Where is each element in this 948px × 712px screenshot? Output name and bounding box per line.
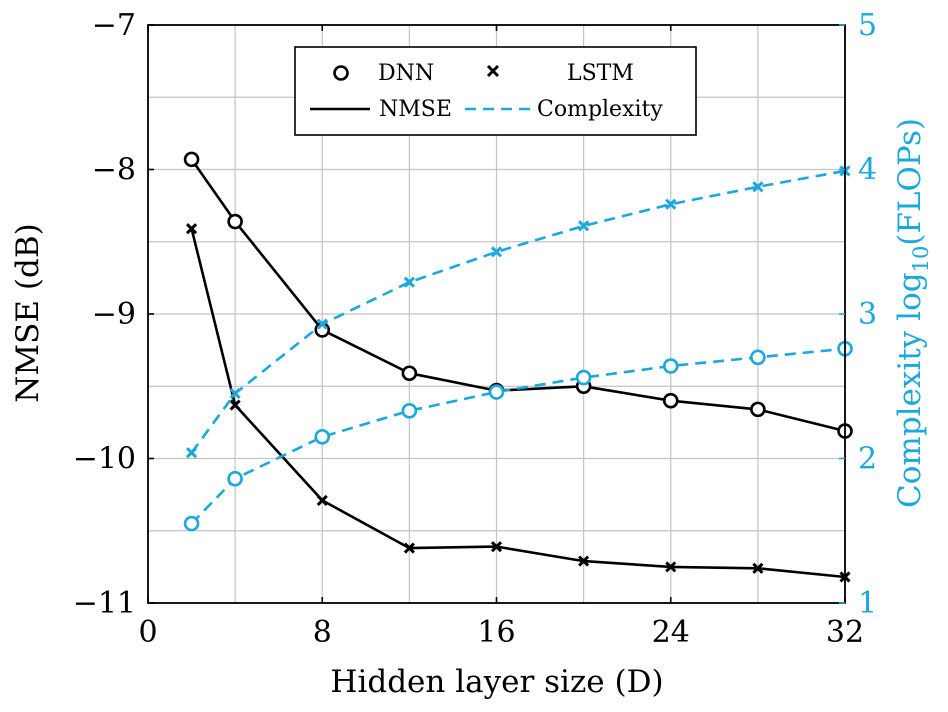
data-point-dnn-nmse [750,401,766,418]
data-point-lstm-nmse [186,223,198,235]
legend-dnn-marker [333,65,349,81]
legend: DNN LSTM NMSE Complexity [294,46,697,136]
data-point-lstm-nmse [665,561,677,573]
data-point-lstm-complexity [490,246,503,258]
legend-box [294,46,697,136]
series-layer [183,151,853,583]
x-tick-label: 8 [313,615,332,650]
y-axis-left-label: NMSE (dB) [10,223,46,402]
y-right-tick-label: 5 [858,8,877,43]
data-point-dnn-complexity [750,349,766,366]
data-point-dnn-complexity [662,358,679,374]
data-point-dnn-nmse [227,213,243,230]
x-axis-label: Hidden layer size (D) [330,664,663,700]
y-axis-right-label: Complexity log10(FLOPs) [892,118,933,508]
series-line-lstm-nmse [190,228,846,579]
legend-lstm-label: LSTM [567,61,634,86]
y-right-tick-label: 4 [858,153,877,188]
y-right-tick-label: 1 [858,586,877,621]
data-point-lstm-nmse [229,399,241,411]
data-point-lstm-complexity [665,198,677,210]
data-point-dnn-complexity [314,429,331,445]
data-point-lstm-complexity [186,447,198,459]
x-tick-label: 32 [826,615,864,650]
y-left-tick-label: −11 [73,586,136,621]
legend-lstm-marker [486,64,500,78]
series-line-dnn-complexity [190,347,846,525]
x-tick-label: 16 [477,615,515,650]
data-point-lstm-nmse [316,494,328,506]
y-axis-right-label-tail: (FLOPs) [892,118,928,246]
data-point-lstm-nmse [578,555,590,567]
data-point-lstm-complexity [316,318,328,330]
x-tick-label: 24 [652,615,690,650]
data-point-dnn-nmse [183,151,200,168]
data-point-lstm-complexity [752,181,764,193]
data-point-dnn-complexity [488,384,505,400]
data-point-dnn-nmse [662,392,679,409]
y-right-tick-label: 2 [858,442,877,477]
y-left-tick-label: −9 [92,297,136,332]
data-point-dnn-complexity [401,403,418,419]
data-point-dnn-complexity [227,470,243,487]
tick-labels: 0 8 16 24 32 −11 −10 −9 −8 −7 1 2 3 4 5 [73,8,877,650]
data-point-lstm-complexity [229,387,241,400]
y-axis-right-label-main: Complexity log [892,272,928,508]
y-left-tick-label: −7 [92,8,136,43]
data-point-dnn-nmse [401,365,418,382]
x-tick-label: 0 [138,615,157,650]
y-axis-right-label-subscript: 10 [909,246,933,273]
data-point-lstm-nmse [752,562,764,574]
data-point-lstm-complexity [578,220,590,232]
series-line-lstm-complexity [190,169,846,454]
data-point-dnn-complexity [575,369,592,386]
data-point-lstm-complexity [403,276,415,288]
data-point-dnn-complexity [183,515,200,532]
y-right-tick-label: 3 [858,297,877,332]
data-point-lstm-nmse [403,542,415,554]
series-line-dnn-nmse [190,158,846,433]
axes [147,24,846,604]
legend-complexity-label: Complexity [537,97,663,122]
data-point-lstm-nmse [490,541,503,553]
y-left-tick-label: −8 [92,153,136,188]
legend-dnn-label: DNN [378,61,434,86]
legend-nmse-label: NMSE [379,97,452,122]
y-left-tick-label: −10 [73,442,136,477]
